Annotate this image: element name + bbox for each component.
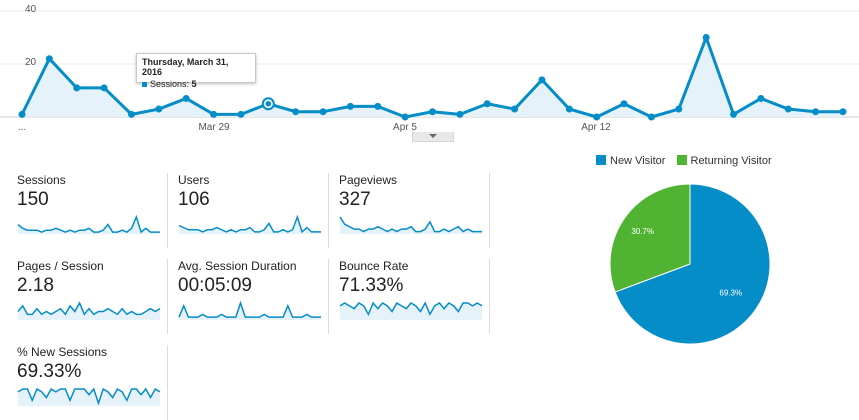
sessions-data-point[interactable] bbox=[456, 110, 464, 118]
pie-legend: New Visitor Returning Visitor bbox=[596, 155, 780, 167]
sessions-data-point[interactable] bbox=[565, 105, 573, 113]
pie-slice-label: 30.7% bbox=[631, 227, 654, 236]
sessions-area bbox=[22, 37, 843, 117]
sparkline-pageviews bbox=[339, 216, 482, 234]
sessions-data-point[interactable] bbox=[702, 34, 710, 41]
sparkline-new-sessions bbox=[17, 387, 161, 406]
pie-slice-new-visitor[interactable] bbox=[614, 183, 771, 345]
x-tick-label: ... bbox=[18, 122, 26, 133]
sessions-data-point[interactable] bbox=[346, 102, 354, 110]
sparkline-area bbox=[18, 389, 160, 406]
y-tick-label: 40 bbox=[25, 4, 37, 15]
metric-pages-per-session[interactable]: Pages / Session 2.18 bbox=[17, 259, 168, 334]
metric-label: Pages / Session bbox=[17, 259, 104, 273]
metric-sessions[interactable]: Sessions 150 bbox=[17, 173, 168, 248]
legend-swatch bbox=[596, 155, 606, 165]
sessions-data-point[interactable] bbox=[401, 113, 409, 121]
sessions-data-point[interactable] bbox=[812, 108, 820, 116]
metric-pageviews[interactable]: Pageviews 327 bbox=[339, 173, 490, 248]
sparkline-avg-session-duration bbox=[178, 301, 321, 320]
sparkline-sessions bbox=[17, 215, 160, 234]
sessions-data-point[interactable] bbox=[784, 105, 792, 113]
chart-resize-handle[interactable] bbox=[412, 132, 454, 142]
sessions-data-point[interactable] bbox=[292, 108, 300, 116]
metric-value: 00:05:09 bbox=[178, 275, 252, 296]
tooltip-metric-label: Sessions: bbox=[150, 79, 190, 89]
sessions-data-point[interactable] bbox=[538, 76, 546, 84]
sessions-data-point[interactable] bbox=[620, 100, 628, 108]
sessions-data-point[interactable] bbox=[511, 105, 519, 113]
pie-slice-label: 69.3% bbox=[719, 288, 742, 297]
sessions-data-point[interactable] bbox=[730, 110, 738, 118]
metric-label: Users bbox=[178, 173, 210, 187]
legend-label: Returning Visitor bbox=[690, 155, 772, 167]
sessions-data-point[interactable] bbox=[45, 55, 53, 63]
sessions-data-point[interactable] bbox=[210, 110, 218, 118]
sparkline-line bbox=[17, 387, 161, 406]
sessions-data-point[interactable] bbox=[593, 113, 601, 121]
sessions-data-point[interactable] bbox=[182, 94, 190, 102]
sessions-data-point[interactable] bbox=[675, 105, 683, 113]
highlight-dot bbox=[265, 100, 272, 107]
metric-users[interactable]: Users 106 bbox=[178, 173, 329, 248]
x-tick-label: Apr 12 bbox=[581, 122, 611, 133]
sparkline-line bbox=[178, 215, 321, 234]
metric-value: 106 bbox=[178, 189, 210, 210]
sparkline-area bbox=[18, 303, 160, 320]
sessions-data-point[interactable] bbox=[374, 102, 382, 110]
metric-label: Bounce Rate bbox=[339, 259, 409, 273]
sparkline-area bbox=[340, 303, 482, 320]
sparkline-area bbox=[179, 303, 321, 320]
legend-item-new-visitor[interactable]: New Visitor bbox=[596, 155, 665, 167]
sparkline-bounce-rate bbox=[339, 301, 483, 320]
sparkline-pages-per-session bbox=[17, 301, 161, 320]
sessions-over-time-chart: 40 20... Mar 29 Apr 5 Apr 12 bbox=[0, 4, 859, 133]
sessions-data-point[interactable] bbox=[757, 94, 765, 102]
sparkline-area bbox=[340, 217, 482, 234]
metric-avg-session-duration[interactable]: Avg. Session Duration 00:05:09 bbox=[178, 259, 329, 334]
sessions-data-point[interactable] bbox=[237, 110, 245, 118]
sparkline-line bbox=[339, 301, 483, 317]
sessions-data-point[interactable] bbox=[100, 84, 108, 92]
sparkline-line bbox=[17, 301, 161, 316]
metric-label: Sessions bbox=[17, 173, 66, 187]
metric-label: % New Sessions bbox=[17, 345, 108, 359]
metric-value: 2.18 bbox=[17, 275, 54, 296]
visitor-type-pie-chart: 69.3% 30.7% bbox=[609, 183, 771, 345]
sessions-data-point[interactable] bbox=[429, 108, 436, 116]
legend-label: New Visitor bbox=[610, 155, 666, 167]
x-tick-label: Mar 29 bbox=[198, 122, 230, 133]
metric-label: Avg. Session Duration bbox=[178, 259, 297, 273]
tooltip-metric-value: 5 bbox=[191, 79, 197, 89]
sessions-data-point[interactable] bbox=[127, 110, 135, 118]
x-tick-label: Apr 5 bbox=[393, 122, 417, 133]
sparkline-users bbox=[178, 215, 321, 234]
tooltip-series-swatch bbox=[142, 82, 147, 88]
metric-value: 71.33% bbox=[339, 275, 404, 296]
sessions-data-point[interactable] bbox=[647, 113, 655, 121]
y-tick-label: 20 bbox=[25, 57, 37, 68]
metric-value: 69.33% bbox=[17, 361, 82, 382]
sessions-data-point[interactable] bbox=[18, 110, 26, 118]
metric-value: 150 bbox=[17, 189, 49, 210]
sparkline-line bbox=[178, 301, 321, 318]
metric-value: 327 bbox=[339, 189, 371, 210]
metric-new-sessions[interactable]: % New Sessions 69.33% bbox=[17, 345, 168, 420]
sessions-data-point[interactable] bbox=[839, 108, 847, 116]
legend-item-returning-visitor[interactable]: Returning Visitor bbox=[676, 155, 772, 167]
metric-bounce-rate[interactable]: Bounce Rate 71.33% bbox=[339, 259, 490, 334]
tooltip-date: Thursday, March 31, 2016 bbox=[142, 57, 229, 77]
sessions-data-point[interactable] bbox=[319, 108, 327, 116]
sessions-data-point[interactable] bbox=[483, 100, 491, 108]
sparkline-area bbox=[179, 217, 321, 234]
legend-swatch bbox=[676, 155, 687, 165]
pie-slice-returning-visitor[interactable] bbox=[609, 183, 691, 293]
metric-label: Pageviews bbox=[339, 173, 398, 187]
chart-tooltip: Thursday, March 31, 2016 Sessions: 5 bbox=[136, 53, 256, 89]
sessions-data-point[interactable] bbox=[155, 105, 163, 113]
sparkline-line bbox=[339, 216, 482, 233]
sparkline-line bbox=[17, 215, 160, 234]
sessions-data-point[interactable] bbox=[73, 84, 81, 92]
